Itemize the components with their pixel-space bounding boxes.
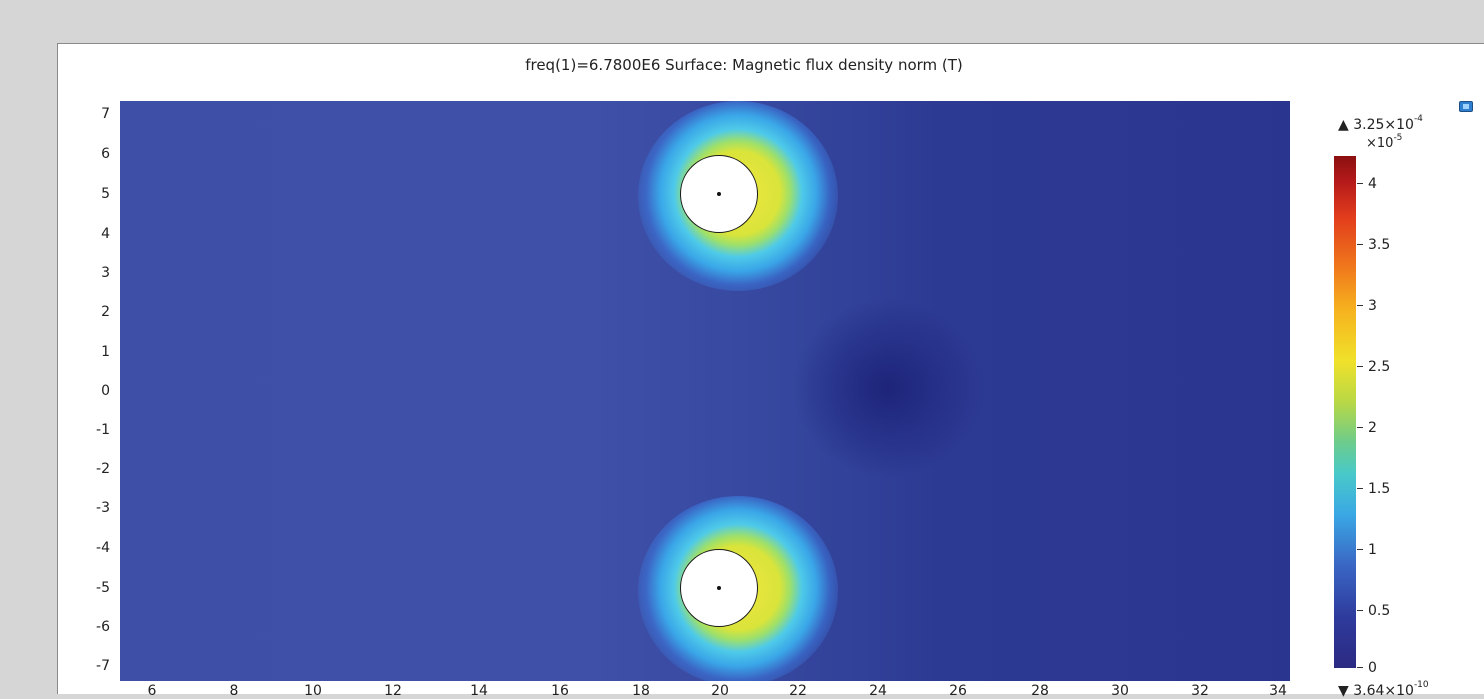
colorbar-tick-label: 1 <box>1368 542 1377 558</box>
x-tick-label: 14 <box>470 683 488 699</box>
y-tick-label: -4 <box>96 540 110 556</box>
x-tick-label: 16 <box>551 683 569 699</box>
colorbar-tick-label: 0.5 <box>1368 603 1391 619</box>
colorbar-min-value: ▼ 3.64×10 <box>1338 683 1414 699</box>
x-tick-label: 34 <box>1269 683 1287 699</box>
y-tick-label: 1 <box>101 344 110 360</box>
colorbar-max-value: ▲ 3.25×10 <box>1338 117 1414 133</box>
colorbar-tick <box>1357 488 1363 489</box>
colorbar-tick <box>1357 183 1363 184</box>
y-tick-label: 3 <box>101 265 110 281</box>
x-tick-label: 20 <box>711 683 729 699</box>
y-tick-label: 4 <box>101 226 110 242</box>
colorbar-min-exponent: -10 <box>1413 680 1429 690</box>
y-tick-label: 7 <box>101 106 110 122</box>
x-tick-label: 12 <box>384 683 402 699</box>
conductor-top <box>680 155 758 233</box>
colorbar-scale-exponent: -5 <box>1393 133 1403 143</box>
plot-title: freq(1)=6.7800E6 Surface: Magnetic flux … <box>525 56 963 74</box>
x-tick-label: 6 <box>147 683 157 699</box>
colorbar-tick <box>1357 549 1363 550</box>
colorbar-tick-label: 2 <box>1368 420 1377 436</box>
colorbar-tick-label: 1.5 <box>1368 481 1391 497</box>
y-tick-label: 2 <box>101 304 110 320</box>
y-tick-label: -7 <box>96 658 110 674</box>
x-tick-label: 8 <box>229 683 239 699</box>
y-tick-label: -1 <box>96 422 110 438</box>
colorbar-min-label: ▼ 3.64×10-10 <box>1338 680 1429 699</box>
x-tick-label: 32 <box>1191 683 1209 699</box>
colorbar-tick-label: 4 <box>1368 176 1377 192</box>
y-tick-label: -2 <box>96 461 110 477</box>
colorbar-max-label: ▲ 3.25×10-4 <box>1338 114 1423 133</box>
colorbar-tick <box>1357 667 1363 668</box>
x-tick-label: 28 <box>1031 683 1049 699</box>
y-tick-label: 6 <box>101 146 110 162</box>
colorbar-tick-label: 2.5 <box>1368 359 1391 375</box>
y-tick-label: -3 <box>96 500 110 516</box>
x-tick-label: 30 <box>1111 683 1129 699</box>
image-export-icon[interactable] <box>1459 101 1473 112</box>
y-tick-label: 0 <box>101 383 110 399</box>
colorbar-tick <box>1357 366 1363 367</box>
colorbar-tick <box>1357 610 1363 611</box>
colorbar-max-exponent: -4 <box>1413 114 1423 124</box>
conductor-center-dot <box>717 192 721 196</box>
colorbar-scale-value: ×10 <box>1366 136 1394 151</box>
colorbar-tick-label: 3.5 <box>1368 237 1391 253</box>
y-tick-label: -5 <box>96 580 110 596</box>
colorbar-tick-label: 0 <box>1368 660 1377 676</box>
x-tick-label: 10 <box>304 683 322 699</box>
conductor-bottom <box>680 549 758 627</box>
x-tick-label: 26 <box>949 683 967 699</box>
colorbar <box>1334 156 1356 668</box>
x-tick-label: 24 <box>869 683 887 699</box>
conductor-center-dot <box>717 586 721 590</box>
x-tick-label: 22 <box>789 683 807 699</box>
surface-plot[interactable] <box>120 101 1290 681</box>
colorbar-tick <box>1357 244 1363 245</box>
y-tick-label: -6 <box>96 619 110 635</box>
y-tick-label: 5 <box>101 186 110 202</box>
colorbar-scale-label: ×10-5 <box>1366 133 1403 151</box>
colorbar-tick <box>1357 305 1363 306</box>
colorbar-tick-label: 3 <box>1368 298 1377 314</box>
x-tick-label: 18 <box>632 683 650 699</box>
colorbar-tick <box>1357 427 1363 428</box>
